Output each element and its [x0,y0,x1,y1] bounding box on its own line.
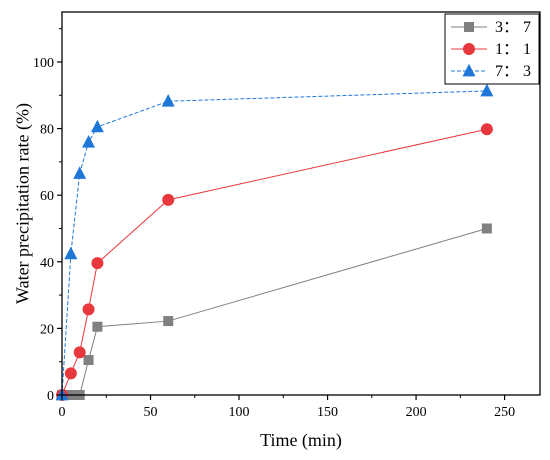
series-triangle [55,83,494,401]
legend-marker [463,43,475,55]
x-tick-label: 200 [406,405,427,420]
y-tick-label: 80 [40,123,54,138]
data-point [64,246,78,260]
series-square [57,223,492,400]
x-tick-label: 100 [229,405,250,420]
y-tick-label: 20 [40,322,54,337]
legend-item: 7： 3 [451,63,531,80]
data-point [481,223,492,234]
series-line [61,128,487,396]
y-tick-label: 60 [40,189,54,204]
plot-area [55,83,494,401]
y-tick-label: 40 [40,256,54,271]
data-point [82,135,96,148]
data-point [82,303,95,316]
x-tick-label: 150 [317,405,338,420]
data-point [83,355,94,366]
legend: 3： 7 1： 1 7： 3 [444,13,540,85]
data-point [163,316,174,327]
legend-label: 7： 3 [495,63,531,80]
legend-item: 1： 1 [451,41,531,58]
data-point [161,94,175,107]
legend-label: 1： 1 [495,41,531,58]
x-axis-title: Time (min) [260,430,342,451]
data-point [91,257,104,270]
legend-label: 3： 7 [495,19,531,36]
legend-marker [464,22,474,32]
series-line [62,227,488,396]
data-point [73,166,87,179]
plot-frame [61,11,541,396]
legend-marker [462,63,476,77]
y-tick-label: 0 [47,389,54,404]
y-axis-title: Water precipitation rate (%) [12,103,33,304]
x-tick-label: 0 [59,405,66,420]
data-point [162,193,175,206]
y-tick-label: 100 [33,56,54,71]
x-tick-label: 50 [144,405,158,420]
data-point [480,123,493,136]
axes: 0 50 100 150 200 250 0 20 40 60 80 100 [33,11,541,420]
data-point [90,119,104,133]
data-point [73,346,86,359]
data-point [92,321,103,332]
series-line [61,90,487,396]
legend-item: 3： 7 [451,19,531,36]
series-circle [56,123,493,401]
x-tick-label: 250 [494,405,515,420]
data-point [64,367,77,380]
data-point [480,83,494,97]
